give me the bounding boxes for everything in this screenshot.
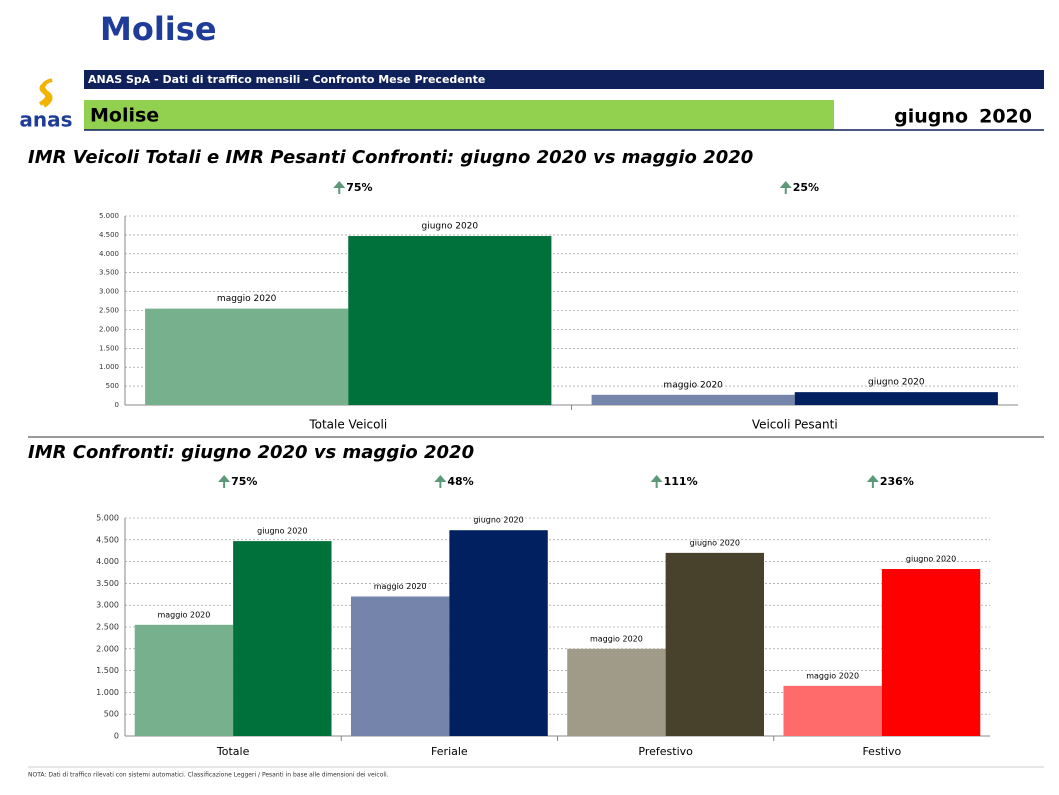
y-tick-label: 500 [104,710,119,719]
y-tick-label: 1.000 [96,688,119,697]
bar-label: giugno 2020 [257,527,307,536]
bar [567,648,666,736]
y-tick-label: 0 [114,732,119,741]
y-tick-label: 1.500 [99,344,119,352]
x-tick-label: Festivo [862,745,901,758]
bar [233,541,332,736]
region-bar [84,100,834,130]
bar [794,392,998,405]
up-arrow [866,475,879,488]
chart-title: IMR Veicoli Totali e IMR Pesanti Confron… [28,147,753,168]
note: NOTA: Dati di traffico rilevati con sist… [28,772,389,779]
bar [881,569,981,736]
bar [348,236,552,405]
change-label: 236% [880,475,914,488]
x-tick-label: Totale Veicoli [308,418,387,432]
bar-label: maggio 2020 [157,610,210,619]
bar-label: giugno 2020 [868,378,925,388]
y-tick-label: 1.500 [96,666,119,675]
bar [134,624,234,736]
y-tick-label: 5.000 [99,212,119,220]
year: 2020 [979,106,1032,128]
x-tick-label: Prefestivo [638,745,693,758]
bar-label: maggio 2020 [374,582,427,591]
y-tick-label: 2.500 [96,623,119,632]
y-tick-label: 2.500 [99,307,119,315]
x-tick-label: Feriale [431,745,468,758]
bar [449,530,548,736]
up-arrow [218,475,231,488]
banner [84,70,1044,89]
y-tick-label: 2.000 [99,325,119,333]
change-label: 75% [231,475,257,488]
y-tick-label: 3.500 [96,579,119,588]
logo-text: anas [19,108,72,132]
up-arrow [779,181,792,194]
bar [783,685,882,736]
region: Molise [90,105,159,127]
change-label: 111% [664,475,698,488]
y-tick-label: 5.000 [96,514,119,523]
bar-label: giugno 2020 [473,516,523,525]
change-label: 25% [793,181,819,194]
y-tick-label: 0 [115,401,119,409]
bar-label: maggio 2020 [806,671,859,680]
y-tick-label: 3.500 [99,269,119,277]
month: giugno [894,106,968,128]
x-tick-label: Totale [216,745,250,758]
up-arrow [434,475,447,488]
bar-label: maggio 2020 [217,294,277,304]
bar-label: giugno 2020 [422,222,479,232]
bar-label: maggio 2020 [663,380,723,390]
y-tick-label: 2.000 [96,644,119,653]
bar [665,552,765,736]
y-tick-label: 4.500 [96,535,119,544]
y-tick-label: 500 [106,382,119,390]
up-arrow [333,181,346,194]
bar-label: giugno 2020 [906,555,956,564]
y-tick-label: 3.000 [99,288,119,296]
logo-mark [38,78,53,108]
y-tick-label: 1.000 [99,363,119,371]
y-tick-label: 4.500 [99,231,119,239]
bar [145,308,349,405]
change-label: 75% [346,181,372,194]
y-tick-label: 4.000 [99,250,119,258]
change-label: 48% [447,475,473,488]
bar-label: maggio 2020 [590,634,643,643]
bar [591,394,795,405]
up-arrow [650,475,663,488]
page-title: Molise [100,10,217,48]
x-tick-label: Veicoli Pesanti [752,418,838,432]
y-tick-label: 3.000 [96,601,119,610]
bar-label: giugno 2020 [690,538,740,547]
bar [350,596,450,736]
banner-text: ANAS SpA - Dati di traffico mensili - Co… [88,73,485,86]
y-tick-label: 4.000 [96,557,119,566]
chart-title: IMR Confronti: giugno 2020 vs maggio 202… [28,442,474,463]
